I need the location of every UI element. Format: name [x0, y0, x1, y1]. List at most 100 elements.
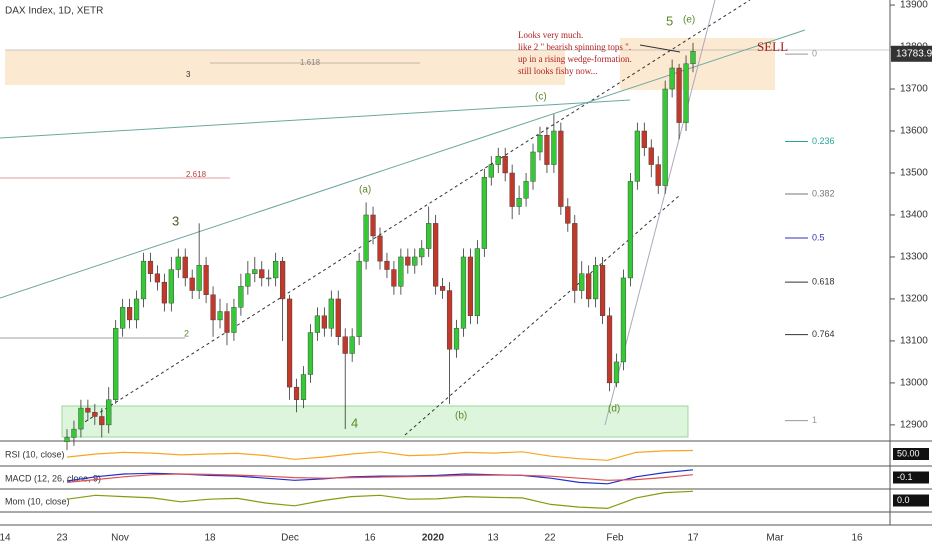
- candle-body: [175, 256, 181, 270]
- candle-body: [537, 134, 543, 153]
- candle-body: [634, 130, 640, 182]
- x-tick-label: 16: [364, 533, 376, 544]
- indicator-value: -0.1: [897, 472, 913, 482]
- candle-body: [613, 361, 620, 384]
- y-tick-label: 13100: [900, 336, 928, 347]
- candle-body: [606, 315, 613, 384]
- candle-body: [120, 307, 126, 329]
- y-tick-label: 13900: [900, 0, 928, 11]
- candle-body: [231, 307, 237, 333]
- candle-body: [474, 248, 480, 316]
- candle-body: [405, 256, 411, 266]
- price-tag-label: 13783.9: [896, 48, 932, 59]
- indicator-name: Mom (10, close): [5, 496, 70, 506]
- indicator-line: [66, 490, 694, 510]
- candle-body: [321, 315, 327, 329]
- indicator-value: 50.00: [897, 448, 920, 458]
- annotation-text: like 2 " bearish spinning tops ".: [518, 42, 631, 52]
- candle-body: [85, 407, 91, 413]
- candle-body: [467, 256, 474, 316]
- wave-label: 4: [351, 415, 358, 430]
- candle-body: [133, 298, 140, 321]
- wave-label: (a): [359, 185, 371, 196]
- candle-body: [168, 269, 174, 304]
- candle-body: [440, 286, 446, 291]
- candle-body: [113, 328, 119, 400]
- x-tick-label: Nov: [111, 533, 129, 544]
- candle-body: [377, 235, 383, 262]
- chart-title: DAX Index, 1D, XETR: [5, 6, 103, 17]
- channel-line: [79, 0, 751, 426]
- x-tick-label: Mar: [766, 533, 784, 544]
- candle-body: [342, 336, 348, 354]
- indicator-tag: [893, 471, 929, 484]
- candle-body: [572, 223, 578, 291]
- candle-body: [238, 286, 244, 308]
- annotation-arrow: [639, 44, 681, 53]
- candle-body: [530, 151, 536, 182]
- indicator-line: [66, 449, 694, 461]
- resistance-zone: [5, 50, 565, 85]
- wave-label: (d): [608, 404, 620, 415]
- indicator-tag: [893, 494, 929, 507]
- x-tick-label: 18: [204, 533, 216, 544]
- indicator-value: 0.0: [897, 495, 910, 505]
- x-tick-label: 13: [487, 533, 499, 544]
- candle-body: [426, 223, 432, 249]
- candle-body: [140, 260, 147, 300]
- y-tick-label: 13400: [900, 210, 928, 221]
- candle-body: [363, 214, 369, 262]
- candle-body: [161, 281, 167, 304]
- wave-label: (c): [535, 92, 547, 103]
- candle-body: [495, 155, 501, 165]
- candle-body: [655, 164, 661, 186]
- candle-body: [266, 277, 272, 280]
- candle-body: [99, 416, 105, 426]
- candle-body: [662, 88, 668, 186]
- candle-body: [182, 256, 188, 279]
- x-tick-label: 22: [544, 533, 556, 544]
- wave-label: 5: [666, 13, 673, 28]
- candle-body: [189, 277, 195, 291]
- indicator-tag: [893, 448, 929, 460]
- y-tick-label: 13600: [900, 126, 928, 137]
- y-tick-label: 13300: [900, 252, 928, 263]
- y-tick-label: 13000: [900, 378, 928, 389]
- fib-label: 0: [812, 49, 817, 59]
- candle-body: [398, 256, 404, 287]
- trend-line: [0, 99, 631, 139]
- candle-body: [370, 214, 376, 237]
- candle-body: [412, 256, 418, 266]
- candle-body: [71, 428, 77, 438]
- candle-body: [641, 130, 647, 148]
- candle-body: [551, 130, 557, 165]
- annotation-text: Looks very much.: [518, 30, 583, 40]
- indicator-name: MACD (12, 26, close, 9): [5, 473, 101, 483]
- y-tick-label: 13500: [900, 168, 928, 179]
- fib-label: 0.764: [812, 329, 835, 339]
- fib-label: 0.5: [812, 232, 825, 242]
- fib-label: 1: [812, 415, 817, 425]
- candle-body: [460, 256, 467, 329]
- candle-body: [203, 265, 209, 295]
- fib-label: 0.236: [812, 136, 835, 146]
- x-tick-label: Dec: [281, 533, 299, 544]
- wave-label: 3: [172, 213, 179, 228]
- candle-body: [669, 67, 675, 90]
- price-tag: [891, 45, 932, 62]
- x-tick-label: 16: [851, 533, 863, 544]
- fib-extension-label: 3: [186, 70, 191, 79]
- candle-body: [356, 260, 362, 337]
- candle-body: [565, 206, 571, 224]
- candle-body: [154, 273, 161, 283]
- candle-body: [92, 412, 98, 417]
- candle-body: [453, 328, 460, 350]
- candle-body: [516, 197, 522, 207]
- channel-line: [404, 194, 681, 436]
- candle-body: [217, 311, 223, 321]
- fib-label: 0.382: [812, 188, 835, 198]
- candle-body: [523, 181, 529, 199]
- annotation-text: up in a rising wedge-formation.: [518, 54, 632, 64]
- x-tick-label: Feb: [606, 533, 624, 544]
